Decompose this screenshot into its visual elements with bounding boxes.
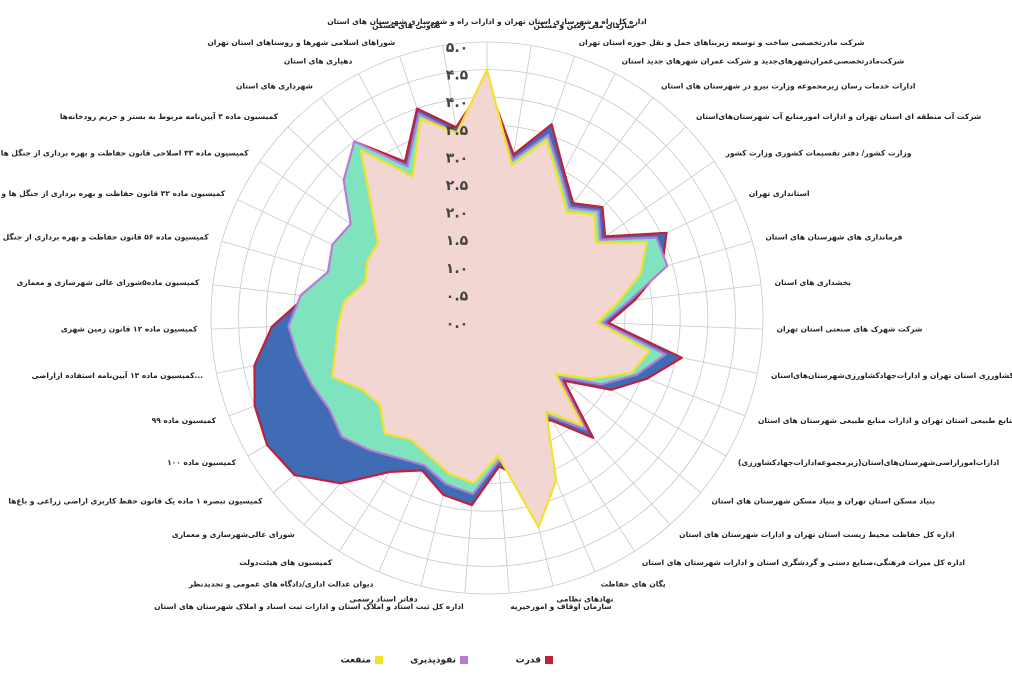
- category-label: شهرداری های استان: [236, 81, 313, 90]
- legend-label: منفعت: [341, 656, 371, 666]
- category-label: کمیسیون ماده ۵۶ قانون حفاظت و بهره بردار…: [0, 232, 209, 241]
- category-label: اداره کل منابع طبیعی استان تهران و ادارا…: [758, 416, 1012, 425]
- category-label: شورای عالی‌شهرسازی و معماری: [172, 530, 295, 539]
- tick-label: ۳.۰: [446, 150, 468, 166]
- category-label: استانداری تهران: [749, 189, 810, 198]
- category-label: فرمانداری های شهرستان های استان: [765, 232, 902, 241]
- category-label: یگان های حفاظت: [601, 580, 666, 589]
- category-label: شوراهای اسلامی شهرها و روستاهای استان ته…: [207, 38, 395, 47]
- category-label: اداره کل حفاظت محیط زیست استان تهران و ا…: [679, 530, 954, 539]
- chart: ۰.۰ ۰.۵ ۱.۰ ۱.۵ ۲.۰ ۲.۵ ۳.۰ ۳.۵ ۴.۰ ۴.۵ ۵.۰ اداره ک…: [0, 0, 1012, 692]
- legend-label: قدرت: [516, 656, 541, 666]
- category-label: دیوان عدالت اداری/دادگاه های عمومی و تجد…: [188, 580, 374, 589]
- legend-swatch: [460, 656, 468, 664]
- category-label: سازمان اوقاف و امورخیریه: [510, 602, 611, 611]
- tick-label: ۵.۰: [446, 40, 468, 56]
- category-label: سازمان جهاد کشاورزی استان تهران و ادارات…: [771, 371, 1012, 380]
- tick-label: ۱.۵: [446, 233, 469, 249]
- category-label: شرکت‌مادرتخصصی‌عمران‌شهرهای‌جدید و شرکت …: [622, 56, 905, 65]
- tick-label: ۲.۰: [446, 206, 468, 222]
- category-label: شرکت مادرتخصصی ساخت و توسعه زیربناهای حم…: [579, 38, 865, 47]
- category-label: کمیسیون ماده ۱۳ آیین‌نامه استفاده ازاراض…: [32, 370, 204, 380]
- legend-label: نفوذپذیری: [410, 656, 456, 666]
- category-label: شرکت شهرک های صنعتی استان تهران: [777, 325, 923, 334]
- category-label: کمیسیون های هیئت‌دولت: [239, 558, 333, 567]
- category-label: سازمان ملی زمین و مسکن: [533, 21, 634, 30]
- category-label: کمیسیون ماده ۳۲ قانون حفاظت و بهره بردار…: [0, 189, 226, 198]
- category-label: کمیسیون ماده ۱۰۰: [167, 458, 237, 467]
- legend-swatch: [545, 656, 553, 664]
- category-label: ادارات خدمات رسان زیرمجموعه وزارت نیرو د…: [661, 81, 915, 90]
- category-label: کمیسیون ماده ۱۲ قانون زمین شهری: [61, 325, 198, 334]
- tick-label: ۴.۰: [446, 95, 468, 111]
- tick-label: ۰.۵: [446, 288, 469, 304]
- category-label: بنیاد مسکن استان تهران و بنیاد مسکن شهرس…: [711, 496, 935, 505]
- category-label: ادارات‌اموراراضی‌شهرستان‌های‌استان(زیرمج…: [738, 458, 999, 467]
- tick-label: ۴.۵: [446, 68, 469, 84]
- tick-label: ۰.۰: [446, 316, 468, 332]
- category-label: تعاونی های مسکن: [372, 21, 441, 30]
- category-label: دهیاری های استان: [284, 56, 353, 65]
- legend-swatch: [375, 656, 383, 664]
- category-label: کمیسیون ماده ۳ آیین‌نامه مربوط به بستر و…: [60, 111, 279, 121]
- category-label: کمیسیون ماده ۹۹: [152, 416, 217, 425]
- category-label: وزارت کشور/ دفتر تقسیمات کشوری وزارت کشو…: [725, 148, 912, 157]
- category-label: کمیسیون ماده‌۵شورای عالی شهرسازی و معمار…: [17, 278, 200, 287]
- category-label: کمیسیون تبصره ۱ ماده یک قانون حفظ کاربری…: [8, 496, 263, 505]
- category-label: کمیسیون ماده ۳۳ اصلاحی قانون حفاظت و بهر…: [0, 148, 249, 157]
- category-label: شرکت آب منطقه ای استان تهران و ادارات ام…: [696, 111, 981, 121]
- category-label: دفاتر اسناد رسمی: [349, 594, 417, 603]
- tick-label: ۲.۵: [446, 178, 469, 194]
- tick-label: ۳.۵: [446, 123, 469, 139]
- tick-label: ۱.۰: [446, 261, 468, 277]
- category-label: بخشداری های استان: [775, 278, 851, 287]
- category-label: اداره کل میراث فرهنگی،صنایع دستی و گردشگ…: [642, 558, 965, 567]
